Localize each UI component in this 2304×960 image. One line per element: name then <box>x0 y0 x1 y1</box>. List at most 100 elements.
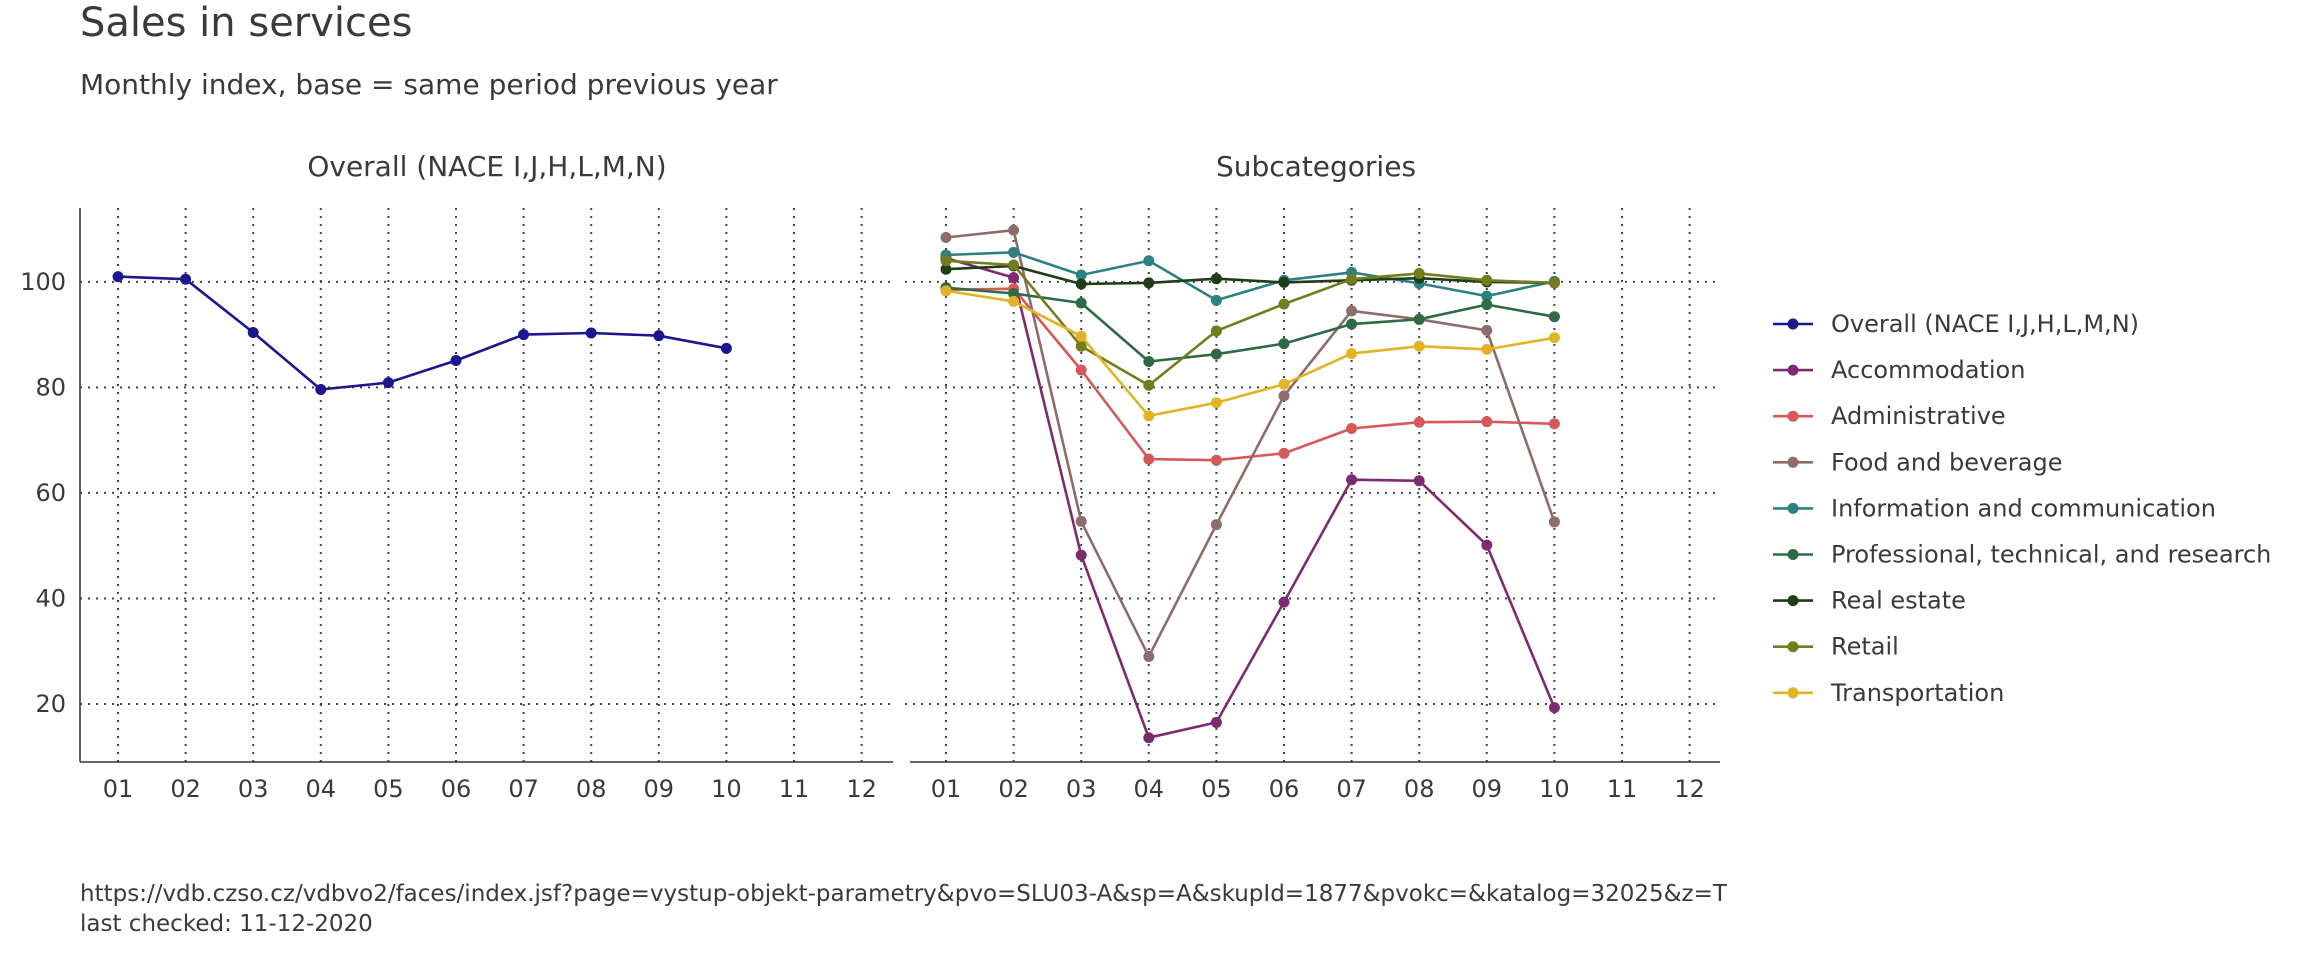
legend-label-food-and-beverage: Food and beverage <box>1831 448 2063 476</box>
data-point-retail <box>1413 267 1425 279</box>
data-point-administrative <box>1481 416 1493 428</box>
legend: Overall (NACE I,J,H,L,M,N) Accommodation A… <box>1773 310 2271 707</box>
legend-label-professional-technical-and-research: Professional, technical, and research <box>1831 541 2271 569</box>
series-line-professional-technical-and-research <box>945 286 1555 363</box>
data-point-food-and-beverage <box>1075 515 1087 527</box>
overall-xtick-label: 09 <box>644 775 675 803</box>
legend-label-accommodation: Accommodation <box>1831 356 2025 384</box>
data-point-retail <box>1548 277 1560 289</box>
subcategories-xtick-label: 10 <box>1539 775 1570 803</box>
overall-xtick-label: 08 <box>576 775 607 803</box>
legend-label-information-and-communication: Information and communication <box>1831 494 2216 522</box>
legend-label-retail: Retail <box>1831 633 1899 661</box>
subcategories-xtick-label: 06 <box>1269 775 1300 803</box>
panel-subcategories: 01 02 03 04 05 06 07 08 09 10 11 12 <box>905 208 1720 803</box>
panel-title-subcategories: Subcategories <box>1216 150 1416 183</box>
panel-title-overall: Overall (NACE I,J,H,L,M,N) <box>307 150 666 183</box>
overall-ytick-label: 40 <box>35 584 66 612</box>
data-point-transportation <box>1481 343 1493 355</box>
data-point-retail <box>1075 340 1087 352</box>
legend-marker-transportation <box>1787 687 1799 699</box>
subcategories-xtick-label: 01 <box>931 775 962 803</box>
data-point-administrative <box>1143 453 1155 465</box>
data-point-overall-nace-i-j-h-l-m-n <box>518 329 530 341</box>
series-line-information-and-communication <box>945 251 1555 302</box>
series-line-administrative <box>945 287 1555 462</box>
subcategories-xtick-label: 12 <box>1674 775 1705 803</box>
data-point-food-and-beverage <box>1210 519 1222 531</box>
legend-marker-overall-nace-i-j-h-l-m-n <box>1787 318 1799 330</box>
data-point-overall-nace-i-j-h-l-m-n <box>180 273 192 285</box>
data-point-administrative <box>1075 364 1087 376</box>
data-point-real-estate <box>1210 273 1222 285</box>
legend-marker-real-estate <box>1787 595 1799 607</box>
data-point-retail <box>1278 298 1290 310</box>
data-point-administrative <box>1210 454 1222 466</box>
data-point-food-and-beverage <box>1278 390 1290 402</box>
overall-xtick-label: 12 <box>846 775 877 803</box>
data-point-administrative <box>1548 418 1560 430</box>
legend-marker-food-and-beverage <box>1787 456 1799 468</box>
legend-marker-administrative <box>1787 410 1799 422</box>
overall-ytick-label: 100 <box>20 268 66 296</box>
overall-xtick-label: 06 <box>441 775 472 803</box>
data-point-retail <box>1481 274 1493 286</box>
legend-label-transportation: Transportation <box>1830 679 2004 707</box>
data-point-transportation <box>1143 410 1155 422</box>
subcategories-xtick-label: 08 <box>1404 775 1435 803</box>
data-point-accommodation <box>1008 272 1020 284</box>
legend-marker-accommodation <box>1787 364 1799 376</box>
data-point-information-and-communication <box>1075 269 1087 281</box>
data-point-transportation <box>1413 340 1425 352</box>
chart-subtitle: Monthly index, base = same period previo… <box>80 68 778 101</box>
data-point-food-and-beverage <box>1143 650 1155 662</box>
data-point-administrative <box>1346 423 1358 435</box>
data-point-retail <box>1210 325 1222 337</box>
series-line-food-and-beverage <box>945 228 1556 658</box>
data-point-transportation <box>1075 330 1087 342</box>
data-point-food-and-beverage <box>1346 305 1358 317</box>
data-point-real-estate <box>1278 276 1290 288</box>
data-point-food-and-beverage <box>1008 224 1020 236</box>
overall-xtick-label: 10 <box>711 775 742 803</box>
data-point-professional-technical-and-research <box>1075 297 1087 309</box>
overall-xtick-label: 11 <box>779 775 810 803</box>
data-point-professional-technical-and-research <box>1413 313 1425 325</box>
series-line-real-estate <box>945 264 1555 286</box>
data-point-transportation <box>1548 332 1560 344</box>
subcategories-xtick-label: 02 <box>998 775 1029 803</box>
data-point-retail <box>940 255 952 267</box>
data-point-real-estate <box>1075 278 1087 290</box>
series-line-retail <box>945 259 1555 387</box>
subcategories-xtick-label: 07 <box>1336 775 1367 803</box>
data-point-accommodation <box>1278 596 1290 608</box>
subcategories-xtick-label: 04 <box>1134 775 1165 803</box>
series-line-overall-nace-i-j-h-l-m-n <box>117 275 727 391</box>
data-point-accommodation <box>1413 475 1425 487</box>
panel-overall: 20 40 60 80 100 01 02 03 04 05 06 07 08 09 10 11 12 <box>20 208 893 803</box>
data-point-professional-technical-and-research <box>1481 299 1493 311</box>
data-point-accommodation <box>1481 539 1493 551</box>
data-point-administrative <box>1278 447 1290 459</box>
overall-xtick-label: 04 <box>306 775 337 803</box>
legend-label-real-estate: Real estate <box>1831 587 1966 615</box>
data-point-professional-technical-and-research <box>1346 318 1358 330</box>
overall-ytick-label: 80 <box>35 373 66 401</box>
overall-xtick-label: 03 <box>238 775 269 803</box>
legend-label-administrative: Administrative <box>1831 402 2006 430</box>
data-point-retail <box>1008 259 1020 271</box>
overall-ytick-label: 60 <box>35 479 66 507</box>
overall-xtick-label: 01 <box>103 775 134 803</box>
data-point-accommodation <box>1346 474 1358 486</box>
legend-marker-retail <box>1787 641 1799 653</box>
overall-xtick-label: 05 <box>373 775 404 803</box>
data-point-food-and-beverage <box>1548 516 1560 528</box>
data-point-accommodation <box>1143 732 1155 744</box>
subcategories-xtick-label: 11 <box>1607 775 1638 803</box>
data-point-overall-nace-i-j-h-l-m-n <box>450 354 462 366</box>
data-point-transportation <box>940 285 952 297</box>
data-point-accommodation <box>1210 716 1222 728</box>
overall-xtick-label: 07 <box>508 775 539 803</box>
data-point-real-estate <box>940 263 952 275</box>
